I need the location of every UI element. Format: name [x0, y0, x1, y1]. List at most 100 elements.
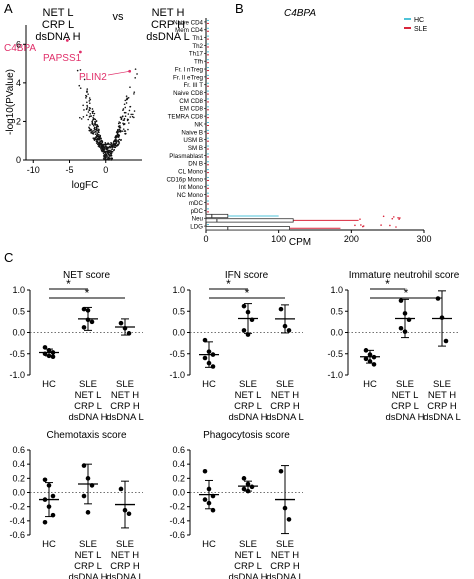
volcano-point — [85, 97, 87, 99]
volcano-point — [105, 156, 108, 158]
gene-label-leader — [107, 70, 130, 76]
data-point — [286, 328, 292, 333]
group-label: NET H — [111, 550, 139, 561]
group-label: CRP L — [74, 401, 102, 412]
data-point — [122, 325, 128, 331]
volcano-point — [105, 152, 107, 154]
plot-y-tick-label: -1.0 — [169, 370, 185, 380]
volcano-point — [132, 113, 134, 116]
volcano-point — [92, 137, 95, 139]
data-point — [402, 311, 408, 316]
boxplot-category-label: SM B — [188, 145, 203, 152]
volcano-point — [113, 145, 115, 148]
group-label: dsDNA H — [385, 412, 424, 423]
c4bpa-boxplot: C4BPA CPM HC SLE 0 100 200 300 Naive CD4Mem … — [167, 8, 432, 248]
significance-star: * — [385, 277, 390, 291]
volcano-point — [102, 148, 104, 150]
volcano-point — [88, 97, 91, 99]
group-label: dsDNA H — [68, 412, 107, 423]
volcano-point — [88, 116, 91, 118]
volcano-point — [130, 113, 132, 116]
volcano-point — [102, 155, 105, 157]
volcano-point — [109, 152, 112, 155]
volcano-x-tick-label: -10 — [27, 165, 40, 175]
boxplot-category-label: Fr. II eTreg — [173, 74, 204, 81]
data-point — [282, 323, 288, 329]
data-point — [42, 345, 48, 350]
volcano-point — [98, 133, 100, 136]
comparison-right-line-3: dsDNA L — [146, 31, 189, 43]
volcano-point — [88, 126, 90, 129]
volcano-point — [82, 104, 84, 107]
volcano-point — [107, 156, 110, 159]
volcano-point — [118, 138, 121, 141]
data-point — [206, 486, 212, 492]
volcano-point — [94, 123, 97, 126]
volcano-point — [80, 118, 83, 120]
volcano-point — [110, 154, 113, 156]
plot-y-tick-label: 0.2 — [12, 473, 25, 483]
volcano-point — [122, 108, 125, 110]
data-point — [42, 351, 48, 357]
boxplot-title: C4BPA — [284, 8, 316, 19]
data-point — [85, 308, 91, 313]
data-point — [245, 488, 251, 494]
data-point — [241, 328, 247, 333]
volcano-point — [98, 144, 100, 146]
data-point — [85, 476, 91, 481]
group-label: SLE — [116, 539, 134, 550]
volcano-point — [93, 112, 96, 115]
volcano-point — [79, 69, 82, 71]
data-point — [241, 303, 247, 309]
volcano-point — [133, 110, 136, 112]
volcano-point — [111, 148, 114, 150]
volcano-point — [133, 93, 135, 95]
immature-neutrophil-score-plot: Immature neutrohil score 1.0 0.5 0.0 -0.5 -1.… — [327, 270, 460, 423]
volcano-point — [96, 127, 98, 130]
legend-hc-label: HC — [414, 17, 424, 24]
volcano-point — [94, 133, 97, 135]
outlier-point — [359, 218, 361, 220]
group-label: dsDNA H — [228, 412, 267, 423]
data-point — [398, 298, 404, 303]
data-point — [202, 468, 208, 474]
volcano-point — [134, 77, 136, 79]
volcano-point — [92, 114, 95, 117]
boxplot-category-label: Mem CD4 — [175, 27, 203, 34]
volcano-point — [111, 157, 114, 160]
volcano-point — [122, 119, 125, 121]
volcano-point — [86, 104, 88, 107]
group-label: NET H — [111, 390, 139, 401]
outlier-point — [360, 224, 362, 226]
group-label: SLE — [239, 379, 257, 390]
data-point — [206, 500, 212, 506]
volcano-point — [86, 106, 89, 108]
volcano-x-tick-label: -5 — [65, 165, 73, 175]
plot-y-tick-label: 1.0 — [12, 285, 25, 295]
data-point — [245, 481, 251, 487]
comparison-right-line-2: CRP H — [151, 19, 185, 31]
group-label: HC — [202, 539, 216, 550]
boxplot-category-label: mDC — [189, 200, 204, 207]
group-label: NET H — [271, 550, 299, 561]
volcano-point — [91, 130, 94, 132]
data-point — [50, 350, 56, 355]
group-label: NET L — [235, 550, 262, 561]
boxplot-x-tick-label: 300 — [416, 234, 431, 244]
data-point — [126, 511, 132, 517]
volcano-point — [101, 140, 104, 143]
volcano-point — [128, 122, 130, 124]
data-point — [42, 519, 48, 525]
comparison-left-line-3: dsDNA H — [35, 31, 80, 43]
data-point — [85, 317, 91, 323]
volcano-point — [99, 142, 102, 144]
group-label: CRP H — [110, 561, 140, 572]
volcano-point — [100, 145, 103, 148]
data-point — [126, 331, 132, 336]
highlighted-gene-point — [78, 50, 82, 54]
group-label: NET L — [75, 390, 102, 401]
volcano-point — [102, 145, 104, 148]
volcano-point — [76, 69, 79, 72]
volcano-point — [119, 126, 122, 129]
